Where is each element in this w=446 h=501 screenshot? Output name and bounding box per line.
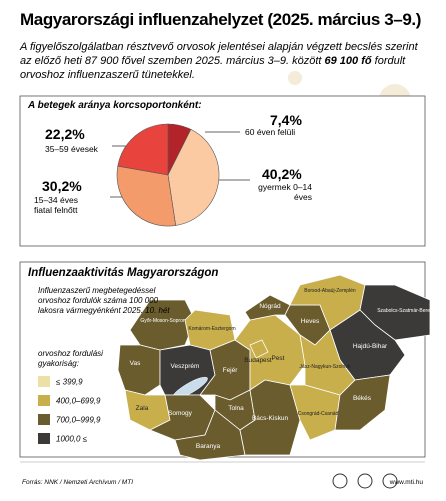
pie-slice	[167, 129, 220, 226]
pie-box	[19, 95, 426, 247]
legend-label: 700,0–999,9	[56, 416, 101, 425]
legend-label: 1000,0 ≤	[56, 435, 88, 444]
county-label: Békés	[353, 395, 372, 402]
legend-swatch	[38, 395, 50, 406]
county-label: Baranya	[196, 443, 221, 450]
map-title: Influenzaaktivitás Magyarországon	[28, 267, 219, 279]
county-label: Veszprém	[171, 363, 200, 370]
pie	[116, 123, 220, 227]
county-label: Borsod-Abaúj-Zemplén	[304, 288, 356, 294]
legend-swatch	[38, 376, 50, 387]
map-subtitle: Influenzaszerű megbetegedéssel orvoshoz …	[38, 286, 170, 315]
source: Forrás: NNK / Nemzeti Archívum / MTI	[22, 479, 133, 486]
legend-swatch	[38, 433, 50, 444]
county-label: Tolna	[228, 405, 244, 412]
county-label: Fejér	[223, 367, 239, 374]
legend-label: ≤ 399,9	[56, 378, 83, 387]
county	[249, 339, 269, 359]
category-label: 35–59 évesek	[45, 144, 98, 154]
county-label: Szabolcs-Szatmár-Bereg	[377, 308, 433, 314]
intro-bold: 69 100 fő	[324, 55, 372, 67]
category-label: 60 éven felüli	[245, 127, 296, 137]
legend-title: orvoshoz fordulási gyakoriság:	[38, 349, 103, 368]
title: Magyarországi influenzahelyzet (2025. má…	[20, 10, 421, 29]
category-label: 15–34 éves fiatal felnőtt	[34, 195, 78, 215]
county-label: Somogy	[168, 410, 193, 417]
county	[334, 374, 391, 431]
url: www.mti.hu	[389, 479, 424, 486]
county-label: Hajdú-Bihar	[353, 343, 388, 350]
county-label: Jász-Nagykun-Szolnok	[299, 364, 351, 370]
intro-text: fordult orvoshoz influenzaszerű tünetekk…	[20, 55, 406, 81]
category-label: gyermek 0–14 éves	[258, 182, 312, 202]
intro: A figyelőszolgálatban résztvevő orvosok …	[20, 40, 430, 82]
value-label: 30,2%	[42, 178, 82, 194]
county-label: Győr-Moson-Sopron	[140, 318, 186, 324]
county-label: Budapest	[244, 357, 272, 364]
value-label: 7,4%	[270, 112, 302, 128]
county-label: Nógrád	[259, 303, 281, 310]
pie-title: A betegek aránya korcsoportonként:	[28, 100, 202, 111]
legend-swatch	[38, 414, 50, 425]
county-label: Bács-Kiskun	[252, 415, 289, 422]
county-label: Komárom-Esztergom	[188, 326, 235, 332]
county-label: Heves	[301, 318, 320, 325]
county	[239, 379, 301, 456]
county-label: Csongrád-Csanád	[298, 411, 339, 417]
legend-label: 400,0–699,9	[56, 397, 101, 406]
pie-slice	[116, 165, 177, 227]
logos	[332, 473, 398, 489]
county-label: Zala	[136, 405, 149, 412]
county	[117, 344, 161, 396]
county-label: Pest	[271, 355, 284, 362]
value-label: 40,2%	[262, 166, 302, 182]
intro-text: A figyelőszolgálatban résztvevő orvosok …	[20, 41, 418, 67]
county-label: Vas	[130, 360, 141, 367]
pie-slice	[117, 123, 169, 176]
value-label: 22,2%	[45, 126, 85, 142]
